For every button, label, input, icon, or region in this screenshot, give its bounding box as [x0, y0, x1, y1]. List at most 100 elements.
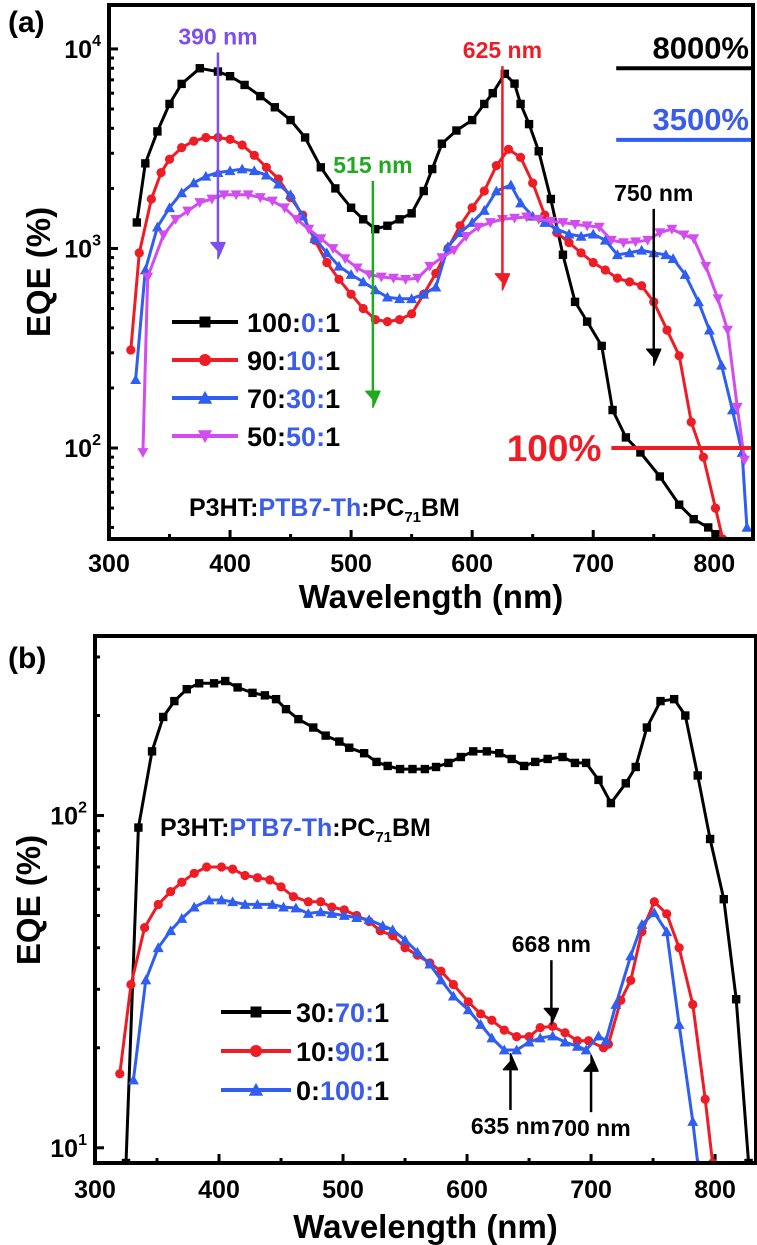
data-point — [281, 704, 291, 714]
data-point — [271, 694, 281, 704]
x-tick-label: 500 — [322, 1176, 364, 1204]
data-point — [660, 249, 672, 260]
x-tick-label: 700 — [570, 1176, 612, 1204]
data-point — [346, 203, 356, 212]
data-point — [394, 314, 405, 325]
data-point — [400, 275, 412, 285]
series-100:0:1 — [132, 64, 720, 539]
data-point — [711, 529, 720, 539]
data-point — [608, 405, 617, 415]
data-point — [726, 404, 738, 415]
data-point — [286, 115, 295, 125]
series-70:30:1 — [130, 163, 753, 532]
data-point — [327, 244, 339, 254]
data-point — [158, 230, 169, 241]
data-point — [412, 273, 424, 284]
y-tick-base: 10 — [64, 235, 92, 263]
data-point — [535, 1022, 545, 1033]
data-point — [388, 273, 399, 284]
data-point — [387, 924, 399, 935]
panel-label: (a) — [8, 6, 45, 39]
data-point — [467, 115, 477, 125]
data-point — [705, 834, 715, 844]
data-point — [698, 452, 708, 462]
data-point — [165, 99, 174, 109]
data-point — [462, 1004, 474, 1015]
data-point — [170, 214, 182, 225]
data-point — [557, 218, 569, 228]
data-point — [731, 995, 741, 1004]
data-point — [424, 958, 436, 969]
data-point — [227, 896, 239, 907]
data-point — [315, 906, 327, 917]
x-tick-label: 600 — [451, 550, 493, 578]
data-point — [395, 764, 405, 774]
data-point — [688, 999, 698, 1010]
data-point — [420, 764, 430, 774]
data-point — [600, 265, 610, 275]
x-tick-label: 300 — [88, 550, 130, 578]
series-line — [124, 679, 751, 1163]
data-point — [315, 234, 327, 245]
data-point — [435, 974, 447, 985]
data-point — [523, 1036, 535, 1047]
data-point — [588, 257, 598, 268]
legend-label-part: 90: — [335, 1037, 374, 1067]
annotation-label: 625 nm — [463, 37, 542, 63]
legend-label-part: 30: — [296, 998, 335, 1028]
x-tick-label: 400 — [198, 1176, 240, 1204]
data-point — [233, 683, 242, 692]
data-point — [303, 224, 315, 235]
data-point — [151, 221, 163, 232]
data-point — [436, 253, 448, 264]
data-point — [285, 189, 297, 200]
data-point — [500, 69, 510, 79]
data-point — [182, 685, 191, 694]
data-point — [142, 272, 154, 283]
y-tick-exponent: 1 — [78, 1132, 87, 1149]
data-point — [571, 1040, 583, 1051]
data-point — [546, 194, 556, 204]
data-point — [399, 934, 411, 945]
data-point — [476, 1009, 486, 1019]
arrowhead-icon — [210, 241, 226, 260]
blend-label-part: PTB7-Th — [229, 814, 332, 842]
data-point — [147, 747, 157, 756]
data-point — [371, 224, 380, 234]
data-point — [479, 186, 489, 196]
data-point — [418, 288, 430, 299]
data-point — [681, 711, 690, 720]
data-point — [345, 269, 357, 279]
x-tick-label: 700 — [572, 550, 614, 578]
data-point — [251, 898, 263, 909]
y-tick-base: 10 — [64, 435, 92, 463]
data-point — [543, 754, 552, 764]
data-point — [430, 281, 442, 292]
data-point — [488, 88, 497, 98]
data-point — [621, 433, 631, 442]
data-point — [482, 747, 492, 756]
data-point — [176, 913, 188, 923]
y-tick-exponent: 2 — [78, 800, 87, 817]
legend-marker — [249, 1044, 263, 1058]
data-point — [606, 798, 616, 808]
data-point — [551, 223, 563, 234]
blend-label-part: PTB7-Th — [258, 494, 361, 522]
legend-marker — [199, 316, 211, 328]
data-point — [177, 143, 187, 153]
reference-line-label: 3500% — [652, 102, 749, 137]
legend-label: 50:50:1 — [247, 422, 340, 452]
data-point — [605, 235, 617, 246]
data-point — [688, 234, 700, 245]
data-point — [316, 163, 326, 172]
x-tick-label: 600 — [446, 1176, 488, 1204]
data-point — [126, 979, 136, 990]
series-50:50:1 — [137, 190, 750, 466]
y-tick-exponent: 2 — [92, 432, 101, 449]
data-point — [693, 771, 702, 780]
data-point — [266, 196, 278, 207]
data-point — [326, 908, 338, 918]
data-point — [383, 761, 392, 771]
data-point — [400, 943, 410, 953]
data-point — [156, 167, 166, 178]
